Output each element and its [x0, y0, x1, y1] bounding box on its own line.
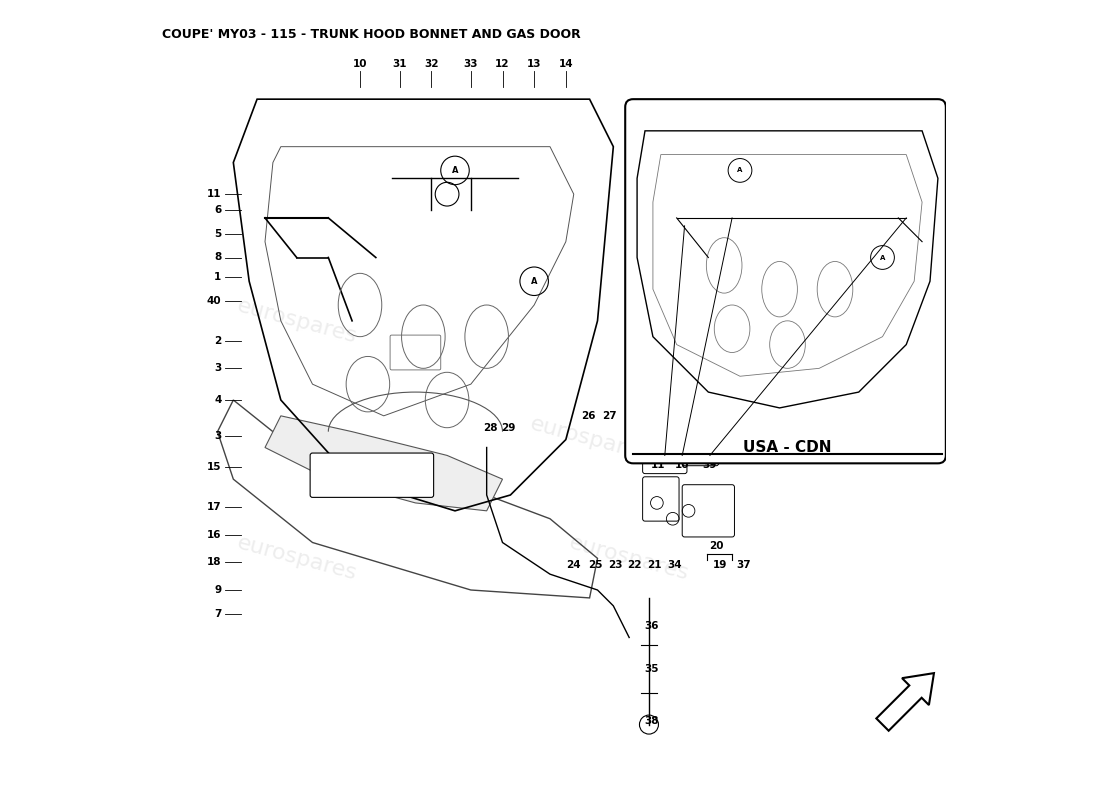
Text: 26: 26: [581, 411, 595, 421]
Text: A: A: [531, 277, 538, 286]
Text: 13: 13: [527, 58, 541, 69]
FancyBboxPatch shape: [310, 453, 433, 498]
FancyArrow shape: [877, 673, 934, 730]
Text: 7: 7: [214, 609, 221, 618]
Text: 21: 21: [647, 560, 662, 570]
Text: 33: 33: [463, 58, 478, 69]
Text: 11: 11: [207, 189, 221, 199]
FancyBboxPatch shape: [625, 99, 946, 463]
Text: A: A: [737, 167, 742, 174]
Text: 23: 23: [607, 560, 623, 570]
Text: 10: 10: [353, 58, 367, 69]
Text: 8: 8: [214, 253, 221, 262]
Text: 22: 22: [647, 411, 662, 421]
Text: 17: 17: [207, 502, 221, 512]
Text: 35: 35: [645, 664, 659, 674]
Text: 1: 1: [214, 272, 221, 282]
Text: 24: 24: [566, 560, 581, 570]
Text: A: A: [452, 166, 459, 175]
Text: 30: 30: [671, 411, 685, 421]
Text: 28: 28: [483, 422, 498, 433]
Text: USA - CDN: USA - CDN: [744, 440, 832, 455]
Text: 22: 22: [627, 560, 642, 570]
Text: 40: 40: [207, 296, 221, 306]
Text: 2: 2: [214, 336, 221, 346]
Text: 23: 23: [625, 411, 639, 421]
Text: 31: 31: [393, 58, 407, 69]
Text: 11: 11: [651, 460, 666, 470]
Text: 29: 29: [500, 422, 515, 433]
Text: 34: 34: [667, 560, 682, 570]
Text: 32: 32: [424, 58, 439, 69]
Polygon shape: [265, 416, 503, 511]
Text: 12: 12: [495, 58, 509, 69]
Text: 10: 10: [675, 460, 690, 470]
Text: 27: 27: [602, 411, 617, 421]
Text: 9: 9: [214, 585, 221, 595]
Text: 39: 39: [703, 460, 717, 470]
Text: COUPE' MY03 - 115 - TRUNK HOOD BONNET AND GAS DOOR: COUPE' MY03 - 115 - TRUNK HOOD BONNET AN…: [162, 28, 581, 41]
Text: 18: 18: [207, 558, 221, 567]
Text: 15: 15: [207, 462, 221, 472]
Text: 16: 16: [207, 530, 221, 539]
Text: 14: 14: [559, 58, 573, 69]
Text: eurospares: eurospares: [566, 533, 692, 584]
Text: 6: 6: [214, 205, 221, 215]
Text: 5: 5: [214, 229, 221, 238]
Text: eurospares: eurospares: [527, 414, 652, 466]
Text: A: A: [880, 254, 886, 261]
Text: 3: 3: [214, 363, 221, 374]
Text: 3: 3: [214, 430, 221, 441]
Text: 19: 19: [713, 560, 727, 570]
Text: 37: 37: [737, 560, 751, 570]
Text: 20: 20: [710, 542, 724, 551]
Text: eurospares: eurospares: [234, 533, 359, 584]
Text: 36: 36: [645, 621, 659, 630]
Text: 38: 38: [645, 716, 659, 726]
Text: eurospares: eurospares: [234, 295, 359, 346]
Text: 4: 4: [214, 395, 221, 405]
Text: 25: 25: [587, 560, 603, 570]
